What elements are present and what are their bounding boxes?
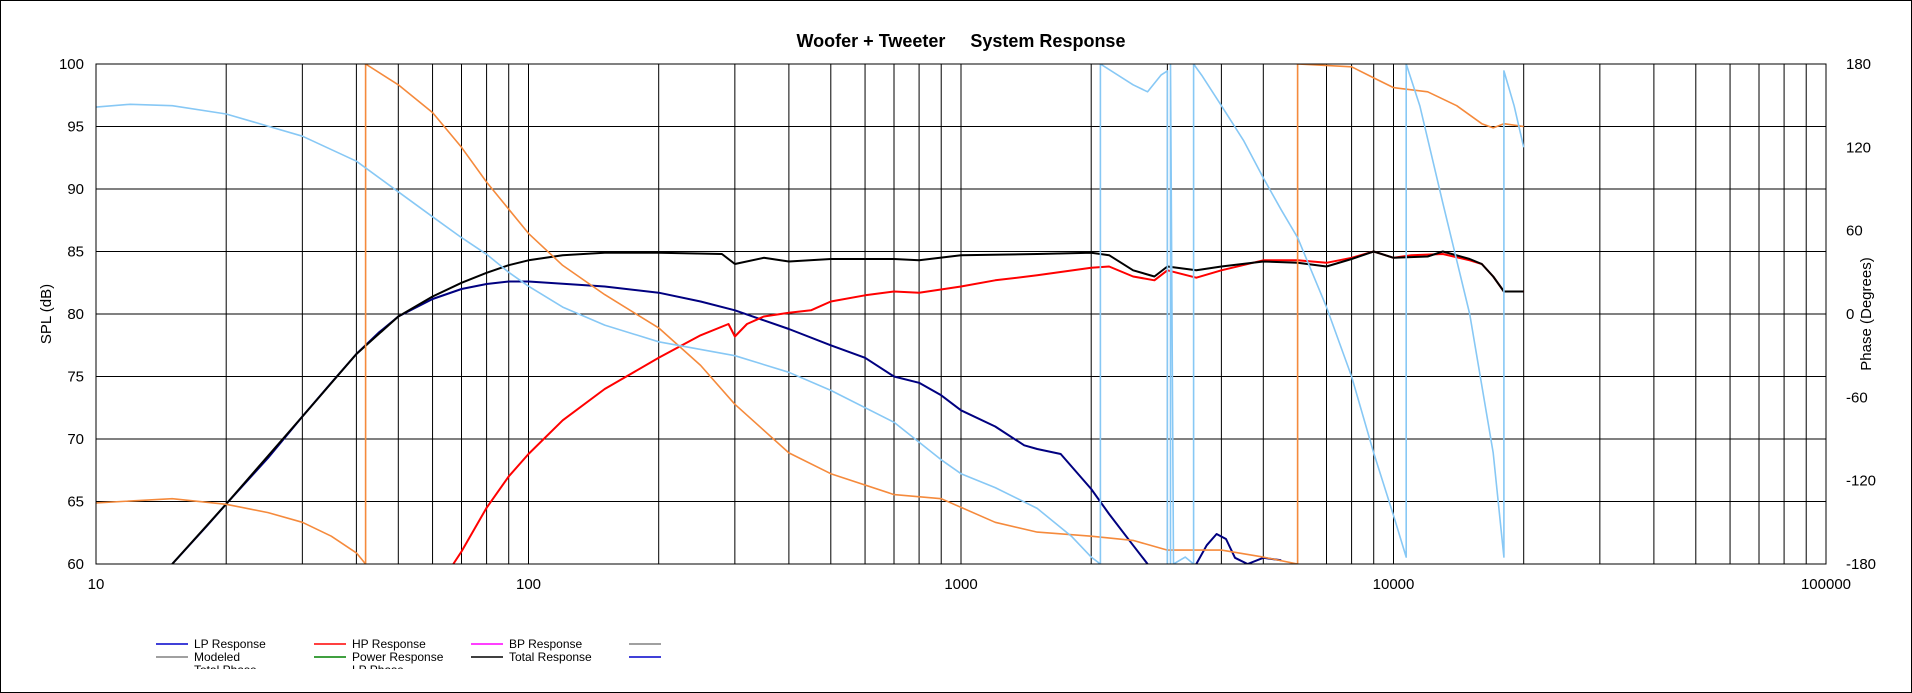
y2-axis: -180 -120 -60 0 60 120 180 [1846, 56, 1876, 573]
y-tick-label: 70 [67, 431, 84, 448]
y2-tick-label: -180 [1846, 556, 1876, 573]
x-tick-label: 10 [88, 576, 105, 593]
y-tick-label: 95 [67, 119, 84, 136]
x-axis: 10 100 1000 10000 100000 [88, 576, 1851, 593]
x-tick-label: 100 [516, 576, 541, 593]
y2-tick-label: 60 [1846, 223, 1863, 240]
y2-tick-label: 180 [1846, 56, 1871, 73]
series-line [1099, 64, 1169, 564]
y-tick-label: 85 [67, 244, 84, 261]
y-tick-label: 60 [67, 556, 84, 573]
series-line [171, 250, 1524, 564]
series-line [1296, 64, 1524, 564]
series-layer [96, 64, 1525, 564]
legend-label: Modeled [194, 650, 240, 664]
y-axis: 60 65 70 75 80 85 90 95 100 [59, 56, 84, 573]
y2-tick-label: -120 [1846, 473, 1876, 490]
series-line [452, 250, 1524, 564]
x-tick-label: 100000 [1801, 576, 1851, 593]
legend-label: HP Response [352, 637, 426, 651]
x-tick-label: 1000 [944, 576, 977, 593]
legend-label: LP Phase [352, 663, 404, 677]
chart-title: Woofer + Tweeter System Response [797, 31, 1126, 51]
legend-label: Total Phase [194, 663, 257, 677]
y2-tick-label: -60 [1846, 389, 1868, 406]
y-tick-label: 80 [67, 306, 84, 323]
legend-label: LP Response [194, 637, 266, 651]
y2-axis-label: Phase (Degrees) [1858, 257, 1875, 370]
y-tick-label: 100 [59, 56, 84, 73]
series-line [96, 103, 1101, 564]
series-line [171, 280, 1149, 564]
series-line [96, 497, 367, 564]
legend-label: BP Response [509, 637, 582, 651]
y2-tick-label: 0 [1846, 306, 1854, 323]
x-tick-label: 10000 [1373, 576, 1415, 593]
legend: LP Response HP Response BP Response Modeled… [156, 637, 661, 677]
series-line [364, 64, 1298, 564]
series-line [1169, 64, 1525, 564]
y-axis-label: SPL (dB) [38, 284, 55, 344]
series-line [1195, 533, 1282, 564]
plot-area-border [95, 63, 1827, 565]
y2-tick-label: 120 [1846, 139, 1871, 156]
legend-label: Power Response [352, 650, 444, 664]
y-tick-label: 65 [67, 494, 84, 511]
legend-label: Total Response [509, 650, 592, 664]
y-tick-label: 75 [67, 369, 84, 386]
grid [95, 63, 1826, 565]
y-tick-label: 90 [67, 181, 84, 198]
